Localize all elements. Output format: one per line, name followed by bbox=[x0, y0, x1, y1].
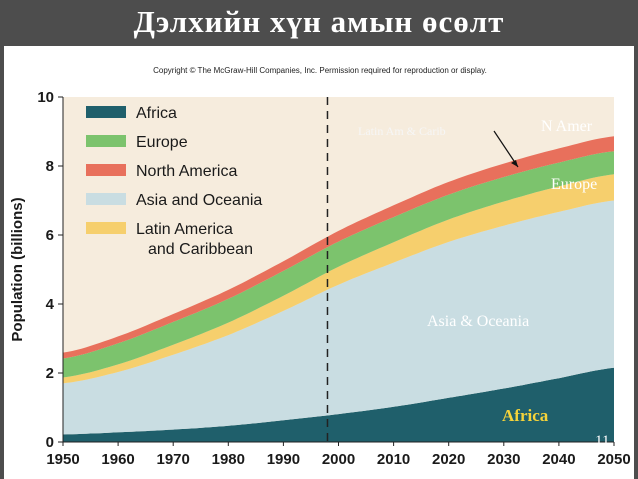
legend-label: Africa bbox=[136, 105, 177, 122]
y-tick-label: 0 bbox=[46, 434, 54, 451]
x-tick-label: 2000 bbox=[322, 451, 355, 468]
y-tick-label: 10 bbox=[37, 89, 54, 106]
area-africa bbox=[63, 367, 614, 442]
x-tick-label: 2010 bbox=[377, 451, 410, 468]
legend-swatch bbox=[86, 164, 126, 176]
x-tick-label: 2050 bbox=[597, 451, 630, 468]
annotation-arrow bbox=[493, 130, 519, 168]
legend-label-line2: and Caribbean bbox=[148, 241, 253, 258]
annotation-latin-am: Latin Am & Carib bbox=[358, 124, 446, 138]
x-tick-label: 2040 bbox=[542, 451, 575, 468]
x-tick-label: 1980 bbox=[212, 451, 245, 468]
area-europe bbox=[63, 151, 614, 378]
copyright-notice: Copyright © The McGraw-Hill Companies, I… bbox=[153, 66, 487, 75]
legend: Africa Europe North America Asia and Oceani… bbox=[86, 105, 262, 258]
legend-label: Europe bbox=[136, 134, 188, 151]
arrow-head bbox=[511, 160, 518, 167]
legend-swatch bbox=[86, 106, 126, 118]
area-north-america bbox=[63, 136, 614, 359]
x-tick-label: 1990 bbox=[267, 451, 300, 468]
axes: 0 2 4 6 8 10 1950 1960 1970 1980 1990 2000 2010 2020 2… bbox=[37, 89, 630, 468]
x-tick-label: 1950 bbox=[46, 451, 79, 468]
y-tick-label: 4 bbox=[46, 296, 55, 313]
legend-swatch bbox=[86, 222, 126, 234]
x-tick-label: 2020 bbox=[432, 451, 465, 468]
legend-label: North America bbox=[136, 163, 237, 180]
annotation-europe: Europe bbox=[551, 176, 597, 193]
stacked-areas bbox=[63, 136, 614, 442]
x-tick-label: 1960 bbox=[101, 451, 134, 468]
x-tick-label: 1970 bbox=[157, 451, 190, 468]
annotation-asia-oceania: Asia & Oceania bbox=[427, 313, 529, 330]
slide-title: Дэлхийн хүн амын өсөлт bbox=[133, 4, 505, 39]
title-bar: Дэлхийн хүн амын өсөлт bbox=[0, 0, 638, 46]
legend-label: Asia and Oceania bbox=[136, 192, 262, 209]
y-axis-label: Population (billions) bbox=[9, 197, 26, 341]
annotation-n-amer: N Amer bbox=[541, 118, 593, 135]
slide-number: 11 bbox=[595, 433, 609, 449]
area-asia-and-oceania bbox=[63, 200, 614, 435]
legend-label: Latin America bbox=[136, 221, 233, 238]
y-tick-label: 6 bbox=[46, 227, 54, 244]
population-chart: Copyright © The McGraw-Hill Companies, I… bbox=[4, 46, 634, 479]
x-tick-label: 2030 bbox=[487, 451, 520, 468]
y-tick-label: 8 bbox=[46, 158, 54, 175]
y-tick-label: 2 bbox=[46, 365, 54, 382]
legend-swatch bbox=[86, 193, 126, 205]
legend-swatch bbox=[86, 135, 126, 147]
annotation-africa: Africa bbox=[502, 406, 549, 425]
area-latin-america-and-caribbean bbox=[63, 174, 614, 384]
